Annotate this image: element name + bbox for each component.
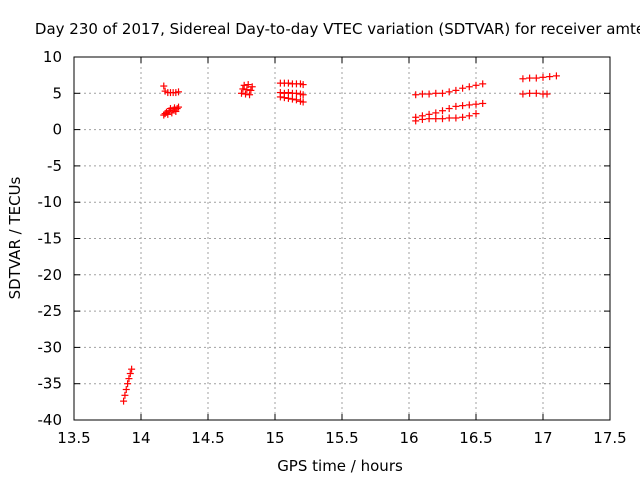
data-point xyxy=(292,89,300,97)
data-point xyxy=(299,91,307,99)
data-point xyxy=(126,370,134,378)
data-point xyxy=(479,80,487,88)
x-tick-label: 16 xyxy=(399,429,418,447)
data-point xyxy=(465,83,473,91)
x-tick-label: 15.5 xyxy=(325,429,358,447)
data-point xyxy=(418,90,426,98)
data-point xyxy=(247,86,255,94)
chart-title: Day 230 of 2017, Sidereal Day-to-day VTE… xyxy=(35,20,640,38)
data-point xyxy=(284,79,292,87)
y-axis-label: SDTVAR / TECUs xyxy=(6,176,24,299)
data-point xyxy=(128,365,136,373)
x-tick-label: 14.5 xyxy=(191,429,224,447)
data-point xyxy=(238,89,245,97)
data-point xyxy=(125,375,133,383)
data-point xyxy=(418,115,426,123)
data-point xyxy=(173,105,181,113)
data-point xyxy=(412,91,420,99)
data-point xyxy=(539,73,547,81)
y-tick-label: -25 xyxy=(38,302,63,320)
y-tick-label: -30 xyxy=(38,338,63,356)
data-point xyxy=(432,89,440,97)
y-tick-label: -35 xyxy=(38,375,63,393)
data-point xyxy=(124,380,132,388)
data-point xyxy=(519,90,527,98)
y-tick-label: -10 xyxy=(38,193,63,211)
grid xyxy=(74,57,610,420)
data-point xyxy=(120,397,128,405)
x-tick-label: 16.5 xyxy=(459,429,492,447)
y-tick-label: 0 xyxy=(52,121,62,139)
y-tick-label: -15 xyxy=(38,230,63,248)
data-point xyxy=(284,94,292,102)
data-point xyxy=(299,98,307,106)
data-point xyxy=(292,96,300,104)
data-point xyxy=(299,81,307,89)
data-point xyxy=(459,102,467,110)
data-point xyxy=(445,114,453,122)
x-tick-label: 17.5 xyxy=(593,429,626,447)
data-point xyxy=(532,74,540,82)
data-point xyxy=(543,90,551,98)
data-point xyxy=(465,101,473,109)
data-point xyxy=(465,112,473,120)
data-point xyxy=(452,86,460,94)
data-point xyxy=(242,90,250,98)
x-axis-label: GPS time / hours xyxy=(277,457,403,475)
data-point xyxy=(175,103,183,111)
data-point xyxy=(243,86,251,94)
y-tick-label: -40 xyxy=(38,411,63,429)
data-point xyxy=(122,386,130,394)
data-point xyxy=(432,115,440,123)
y-tick-label: -5 xyxy=(47,157,62,175)
axis-ticks: 13.5 14 14.5 15 15.5 16 16.5 17 17.5 -40 -35 -30 -25… xyxy=(38,48,627,447)
data-point xyxy=(175,88,183,96)
y-tick-label: -20 xyxy=(38,266,63,284)
data-point xyxy=(239,85,247,93)
data-point xyxy=(439,115,446,123)
data-point xyxy=(472,110,480,118)
y-tick-label: 5 xyxy=(52,84,62,102)
data-point xyxy=(288,95,296,103)
data-point xyxy=(439,107,446,115)
data-point xyxy=(452,114,460,122)
data-point xyxy=(519,75,527,83)
data-point xyxy=(164,110,172,118)
data-point xyxy=(244,81,252,89)
data-point xyxy=(246,91,254,99)
data-point xyxy=(445,88,453,96)
data-point xyxy=(472,81,480,89)
data-point xyxy=(439,89,446,97)
x-tick-label: 14 xyxy=(131,429,150,447)
data-point xyxy=(459,113,467,121)
data-point xyxy=(552,72,560,80)
data-point xyxy=(280,94,288,102)
y-tick-label: 10 xyxy=(43,48,62,66)
data-point xyxy=(240,81,248,89)
data-point xyxy=(472,100,480,108)
data-point xyxy=(452,102,460,110)
data-point xyxy=(459,84,467,92)
data-point xyxy=(248,83,256,91)
data-point xyxy=(546,73,554,81)
x-tick-label: 13.5 xyxy=(57,429,90,447)
data-point xyxy=(121,391,129,399)
data-point xyxy=(425,115,433,123)
data-point xyxy=(160,82,168,90)
data-point xyxy=(532,89,540,97)
data-point xyxy=(479,99,487,107)
data-points xyxy=(120,72,560,405)
data-point xyxy=(412,117,420,125)
x-tick-label: 15 xyxy=(265,429,284,447)
data-point xyxy=(526,89,534,97)
data-point xyxy=(425,90,433,98)
x-tick-label: 17 xyxy=(533,429,552,447)
data-point xyxy=(526,74,534,82)
data-point xyxy=(276,93,284,101)
data-point xyxy=(445,105,453,113)
